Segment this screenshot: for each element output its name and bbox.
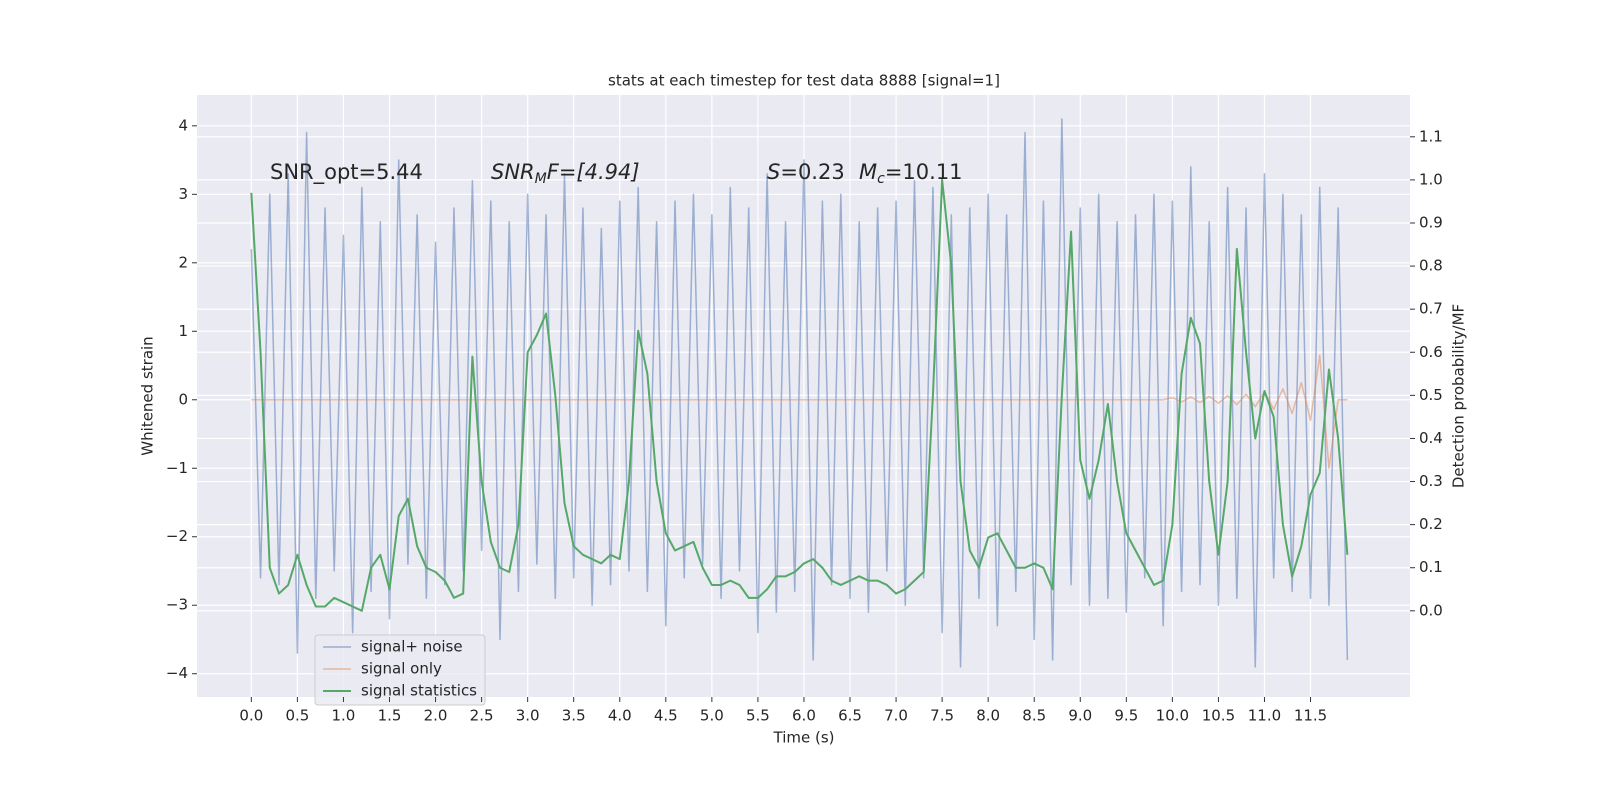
y-tick-label: 3	[178, 185, 188, 203]
annotation-part: SNR	[491, 160, 535, 184]
y-tick-label: −2	[166, 527, 188, 545]
y-tick-label: 4	[178, 116, 188, 134]
x-tick-label: 4.5	[654, 707, 678, 725]
x-tick-label: 7.5	[930, 707, 954, 725]
x-tick-label: 5.5	[746, 707, 770, 725]
series-line	[250, 178, 1349, 612]
legend-label: signal only	[361, 660, 442, 678]
y-tick-label: −4	[166, 664, 188, 682]
x-tick-label: 11.0	[1248, 707, 1281, 725]
x-tick-label: 3.0	[516, 707, 540, 725]
y2-tick-label: 0.0	[1419, 601, 1443, 619]
y2-tick-label: 0.9	[1419, 213, 1443, 231]
annotation: SNR_opt=5.44	[270, 160, 423, 185]
legend: signal+ noise signal only signal statistic…	[314, 634, 486, 706]
x-tick-label: 11.5	[1294, 707, 1327, 725]
annotation-part: M	[535, 171, 547, 187]
x-tick-label: 0.5	[285, 707, 309, 725]
y2-tick-label: 0.6	[1419, 343, 1443, 361]
x-tick-label: 0.0	[239, 707, 263, 725]
y-tick-label: 0	[178, 390, 188, 408]
x-tick-label: 9.0	[1068, 707, 1092, 725]
x-tick-label: 10.5	[1202, 707, 1235, 725]
x-tick-label: 6.0	[792, 707, 816, 725]
y-tick-label: −1	[166, 459, 188, 477]
annotation: S=0.23	[767, 160, 845, 184]
y-tick-label: −3	[166, 596, 188, 614]
annotation-part: =10.11	[885, 160, 963, 184]
legend-label: signal statistics	[361, 682, 477, 700]
legend-box	[314, 634, 486, 706]
y-tick-label: 2	[178, 253, 188, 271]
x-tick-label: 9.5	[1114, 707, 1138, 725]
y2-tick-label: 1.1	[1419, 127, 1443, 145]
marks	[250, 118, 1349, 668]
y2-tick-label: 0.5	[1419, 386, 1443, 404]
x-tick-label: 5.0	[700, 707, 724, 725]
x-tick-label: 2.0	[424, 707, 448, 725]
x-tick-label: 7.0	[884, 707, 908, 725]
y2-tick-label: 0.2	[1419, 515, 1443, 533]
y2-tick-label: 0.3	[1419, 472, 1443, 490]
y2-tick-label: 0.7	[1419, 300, 1443, 318]
annotation-part: S	[767, 160, 780, 184]
annotation-part: =0.23	[780, 160, 844, 184]
annotation-part: M	[859, 160, 877, 184]
x-tick-label: 10.0	[1156, 707, 1189, 725]
annotation: SNRMF=[4.94]	[491, 160, 640, 187]
y2-tick-label: 1.0	[1419, 170, 1443, 188]
annotation: Mc=10.11	[859, 160, 963, 187]
annotation-part: F=[4.94]	[547, 160, 640, 184]
x-tick-label: 6.5	[838, 707, 862, 725]
y2-tick-label: 0.8	[1419, 257, 1443, 275]
legend-label: signal+ noise	[361, 638, 463, 656]
x-tick-label: 3.5	[562, 707, 586, 725]
annotation-part: c	[877, 171, 885, 187]
x-tick-label: 8.0	[976, 707, 1000, 725]
x-tick-label: 1.0	[332, 707, 356, 725]
y-axis-label: Whitened strain	[139, 336, 157, 455]
y-tick-label: 1	[178, 322, 188, 340]
y2-tick-label: 0.1	[1419, 558, 1443, 576]
chart-title: stats at each timestep for test data 888…	[608, 72, 1000, 90]
x-tick-label: 4.0	[608, 707, 632, 725]
y2-axis-label: Detection probability/MF	[1450, 304, 1468, 488]
x-axis-label: Time (s)	[773, 729, 835, 747]
x-tick-label: 8.5	[1022, 707, 1046, 725]
series-line	[251, 354, 1348, 469]
x-tick-label: 1.5	[378, 707, 402, 725]
x-tick-label: 2.5	[470, 707, 494, 725]
y2-tick-label: 0.4	[1419, 429, 1443, 447]
series-line	[250, 118, 1349, 668]
